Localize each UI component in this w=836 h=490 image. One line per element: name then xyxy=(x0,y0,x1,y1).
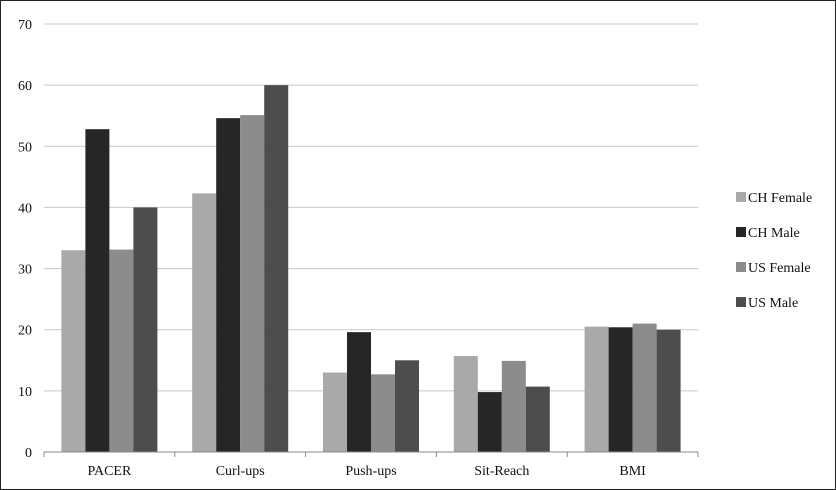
x-axis-tick-labels: PACER Curl-ups Push-ups Sit-Reach BMI xyxy=(43,452,699,479)
legend-label: US Male xyxy=(748,296,798,311)
bar-us-male-bmi xyxy=(656,329,681,452)
bar-us-female-push-ups xyxy=(371,374,395,452)
bar-ch-male-curl-ups xyxy=(216,118,241,452)
y-axis-tick-labels: 0 10 20 30 40 50 60 70 xyxy=(18,18,32,461)
bar-ch-male-bmi xyxy=(608,327,633,452)
bar-ch-female-pacer xyxy=(61,250,86,452)
x-tick-label: PACER xyxy=(87,464,132,479)
bar-us-female-bmi xyxy=(632,323,657,452)
bar-us-male-push-ups xyxy=(395,360,419,452)
bar-us-female-pacer xyxy=(109,249,134,452)
legend-label: US Female xyxy=(748,261,811,276)
bar-ch-female-bmi xyxy=(584,326,609,452)
legend-swatch xyxy=(736,192,746,202)
y-tick-label: 50 xyxy=(18,140,32,155)
bar-ch-female-sit-reach xyxy=(453,356,478,452)
x-tick-label: Push-ups xyxy=(345,464,396,479)
bar-ch-female-curl-ups xyxy=(192,193,217,452)
y-tick-label: 60 xyxy=(18,79,32,94)
legend-label: CH Female xyxy=(748,191,812,206)
bar-us-male-sit-reach xyxy=(525,386,550,452)
bar-ch-male-push-ups xyxy=(347,332,371,452)
x-tick-label: BMI xyxy=(619,464,646,479)
legend-swatch xyxy=(736,297,746,307)
y-tick-label: 20 xyxy=(18,324,32,339)
y-tick-label: 70 xyxy=(18,18,32,33)
bar-us-male-pacer xyxy=(133,207,158,452)
x-tick-label: Sit-Reach xyxy=(474,464,529,479)
y-tick-label: 0 xyxy=(25,446,32,461)
y-tick-label: 10 xyxy=(18,385,32,400)
bars xyxy=(61,85,681,453)
x-tick-label: Curl-ups xyxy=(216,464,265,479)
bar-us-female-sit-reach xyxy=(501,360,526,452)
bar-us-female-curl-ups xyxy=(240,115,265,453)
y-tick-label: 40 xyxy=(18,201,32,216)
bar-ch-female-push-ups xyxy=(323,372,347,452)
bar-us-male-curl-ups xyxy=(264,85,289,453)
bar-ch-male-sit-reach xyxy=(477,392,502,452)
y-tick-label: 30 xyxy=(18,263,32,278)
legend: CH Female CH Male US Female US Male xyxy=(736,191,812,311)
legend-swatch xyxy=(736,227,746,237)
bar-ch-male-pacer xyxy=(85,129,110,452)
legend-label: CH Male xyxy=(748,226,800,241)
legend-swatch xyxy=(736,262,746,272)
